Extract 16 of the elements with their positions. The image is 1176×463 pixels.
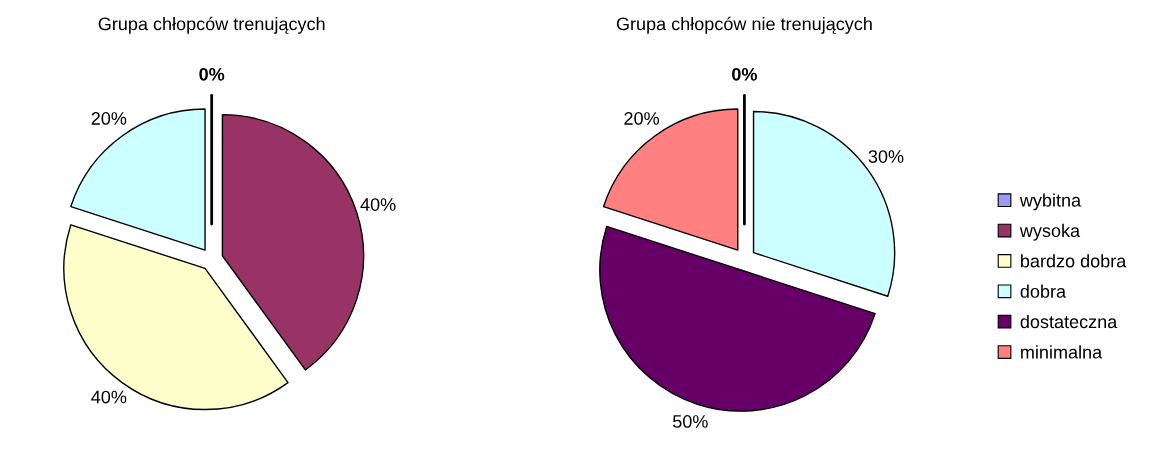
data-label: 40% (91, 390, 127, 404)
text: 0% (199, 67, 225, 81)
legend-label: dostateczna (1020, 314, 1118, 329)
data-label: 20% (91, 112, 127, 125)
legend-label: bardzo dobra (1021, 254, 1127, 268)
data-label: 40% (360, 198, 396, 211)
legend-label: minimalna (1021, 345, 1103, 359)
legend-label: wysoka (1019, 223, 1081, 241)
legend-label: wybitna (1019, 193, 1082, 211)
data-label: 50% (672, 415, 708, 428)
data-label: 30% (868, 150, 904, 163)
chart-title: Grupa chłopców trenujących (98, 16, 325, 34)
legend-label: dobra (1020, 284, 1067, 298)
chart-title: Grupa chłopców nie trenujących (616, 16, 872, 34)
data-label: 20% (624, 112, 659, 125)
text: 0% (732, 67, 757, 81)
